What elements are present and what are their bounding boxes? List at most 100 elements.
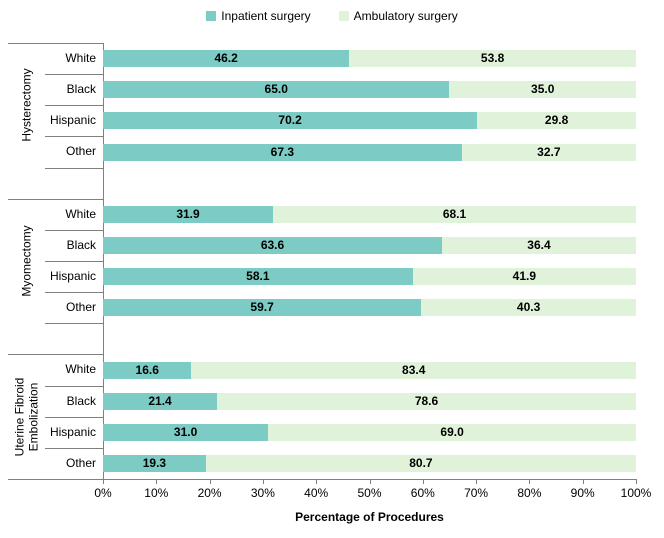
bar-value-label: 58.1 [246, 269, 270, 284]
bar-segment-inpatient [103, 361, 192, 379]
group-label-text: Myomectomy [19, 225, 34, 297]
bar-value-label: 31.0 [173, 424, 198, 439]
bar-value-label: 40.3 [516, 300, 541, 315]
x-tick [103, 479, 104, 484]
legend-swatch-ambulatory-icon [338, 11, 349, 21]
bar-segment-ambulatory [268, 423, 636, 441]
bar-segment-inpatient [103, 50, 350, 68]
bar-value-label: 16.6 [135, 362, 159, 377]
bar-value-label: 65.0 [264, 82, 288, 97]
x-tick-label: 60% [410, 486, 435, 500]
bar-segment-inpatient [103, 205, 274, 223]
category-separator-line [45, 447, 103, 449]
group-label-text: Uterine Fibroid Embolization [12, 377, 41, 457]
x-tick-label: 0% [94, 486, 112, 500]
bar-value-label: 63.6 [260, 237, 285, 252]
category-label: Other [65, 455, 96, 470]
x-tick-label: 90% [570, 486, 595, 500]
bar-segment-inpatient [103, 423, 269, 441]
category-label: Other [65, 300, 96, 315]
x-tick-label: 50% [357, 486, 382, 500]
x-tick [422, 479, 424, 484]
x-tick [369, 479, 371, 484]
x-tick-label: 80% [517, 486, 542, 500]
x-tick-label: 10% [144, 486, 169, 500]
category-label: White [65, 51, 96, 65]
bar-value-label: 78.6 [414, 393, 439, 408]
group-separator-line [8, 354, 103, 356]
x-axis-line [8, 479, 637, 480]
group-separator-line [8, 198, 103, 200]
group-label-text: Hysterectomy [19, 68, 34, 142]
bar-value-label: 19.3 [142, 455, 167, 470]
category-separator-line [45, 385, 103, 387]
x-tick [156, 479, 158, 484]
x-tick [476, 479, 478, 484]
legend-label-ambulatory: Ambulatory surgery [353, 9, 458, 23]
bar-value-label: 32.7 [537, 144, 561, 159]
bar-segment-ambulatory [461, 143, 636, 161]
legend-item-ambulatory: Ambulatory surgery [338, 9, 458, 23]
bar-value-label: 83.4 [402, 362, 426, 377]
bar-value-label: 70.2 [278, 113, 302, 128]
chart-legend: Inpatient surgery Ambulatory surgery [0, 9, 664, 23]
category-label: Black [66, 82, 96, 97]
bar-value-label: 36.4 [527, 237, 551, 252]
group-label: Uterine Fibroid Embolization [8, 354, 45, 479]
category-separator-line [45, 323, 103, 325]
bar-value-label: 29.8 [544, 113, 569, 128]
bar-segment-ambulatory [449, 81, 636, 99]
category-separator-line [45, 416, 103, 418]
bar-segment-ambulatory [349, 50, 636, 68]
category-separator-line [45, 105, 103, 107]
category-label: White [65, 362, 96, 377]
bar-value-label: 31.9 [176, 206, 200, 221]
bar-value-label: 46.2 [214, 51, 238, 66]
legend-label-inpatient: Inpatient surgery [221, 9, 311, 23]
bar-segment-ambulatory [421, 299, 636, 317]
bar-segment-ambulatory [441, 236, 636, 254]
x-tick [529, 479, 531, 484]
bar-segment-ambulatory [205, 454, 636, 472]
x-tick [209, 479, 211, 484]
bar-segment-inpatient [103, 236, 442, 254]
category-separator-line [45, 167, 103, 169]
bar-segment-inpatient [103, 454, 206, 472]
category-separator-line [45, 479, 103, 480]
x-tick-label: 70% [464, 486, 489, 500]
category-separator-line [45, 74, 103, 76]
bar-segment-ambulatory [477, 112, 636, 130]
bar-segment-inpatient [103, 299, 422, 317]
x-tick-label: 40% [304, 486, 329, 500]
bar-value-label: 35.0 [531, 82, 555, 97]
y-axis-line [103, 43, 104, 479]
bar-segment-ambulatory [273, 205, 636, 223]
category-label: White [65, 206, 96, 221]
bar-segment-inpatient [103, 81, 450, 99]
bar-segment-ambulatory [412, 268, 636, 286]
group-separator-line [8, 43, 103, 44]
category-separator-line [45, 292, 103, 294]
x-tick [636, 479, 637, 484]
legend-swatch-inpatient-icon [206, 11, 217, 21]
x-tick [316, 479, 318, 484]
bar-value-label: 41.9 [512, 269, 536, 284]
category-label: Black [66, 393, 96, 408]
x-tick-label: 30% [250, 486, 275, 500]
category-separator-line [45, 229, 103, 231]
bar-value-label: 67.3 [270, 144, 295, 159]
category-label: Other [65, 144, 96, 159]
bar-value-label: 69.0 [440, 424, 464, 439]
x-tick [582, 479, 584, 484]
bar-value-label: 53.8 [480, 51, 505, 66]
x-tick-label: 100% [620, 486, 652, 500]
bar-segment-inpatient [103, 143, 462, 161]
bar-segment-inpatient [103, 392, 218, 410]
category-label: Black [66, 237, 96, 252]
legend-item-inpatient: Inpatient surgery [206, 9, 311, 23]
bar-value-label: 21.4 [148, 393, 172, 408]
bar-value-label: 80.7 [409, 455, 433, 470]
category-label: Hispanic [49, 424, 96, 439]
